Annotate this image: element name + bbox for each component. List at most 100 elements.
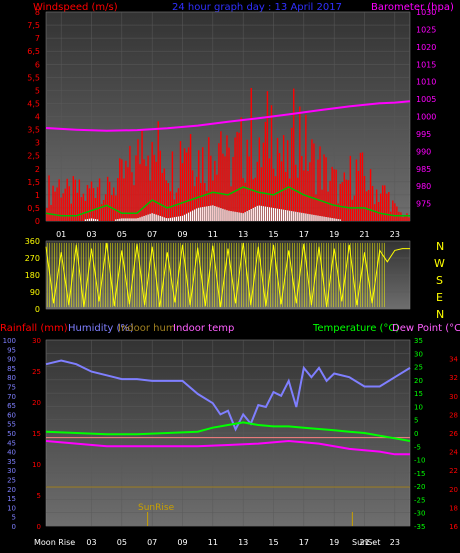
barometer-tick-label: 1015 xyxy=(416,60,436,69)
wind-bar xyxy=(204,183,206,221)
wind-bar xyxy=(274,176,277,221)
wind-bar xyxy=(349,155,352,221)
wind-low-bar xyxy=(226,210,228,221)
wind-hour-label: 13 xyxy=(238,230,248,239)
wind-bar xyxy=(60,197,62,221)
wind-bar xyxy=(193,186,196,221)
wind-bar xyxy=(359,152,362,221)
wind-y-tick-label: 3,5 xyxy=(27,126,40,135)
wind-low-bar xyxy=(135,218,137,221)
wind-low-bar xyxy=(337,219,339,221)
temperature-tick-label: 35 xyxy=(414,337,423,345)
rainfall-tick-label: 20 xyxy=(32,399,41,407)
temperature-tick-label: 25 xyxy=(414,364,423,372)
temperature-line xyxy=(45,421,411,442)
sunrise-label: SunRise xyxy=(138,503,175,513)
compass-n-top: N xyxy=(436,240,444,253)
wind-low-bar xyxy=(169,217,171,221)
wind-hour-label: 17 xyxy=(299,230,309,239)
wind-low-bar xyxy=(224,209,226,221)
wind-low-bar xyxy=(293,211,295,221)
wind-low-bar xyxy=(90,218,93,221)
wind-low-bar xyxy=(143,215,145,221)
wind-low-bar xyxy=(147,214,149,221)
wind-low-bar xyxy=(295,211,297,221)
ticks-layer: 0 0,5 1 1,5 2 2,5 3 3,5 4 4,5 5 5,5 6 6,5 7 7,5 8 975 980 9… xyxy=(3,8,459,547)
humidity-tick-label: 30 xyxy=(7,467,16,475)
rainfall-tick-label: 30 xyxy=(32,337,41,345)
wind-bar xyxy=(240,117,242,221)
wind-low-bar xyxy=(185,213,188,221)
wind-low-bar xyxy=(262,206,264,221)
legend-rainfall: Rainfall (mm) xyxy=(0,323,68,334)
wind-bar xyxy=(78,179,81,221)
humidity-tick-label: 100 xyxy=(3,337,16,345)
wind-bar xyxy=(390,211,392,221)
wind-low-bar xyxy=(131,218,133,221)
wind-low-bar xyxy=(311,214,313,221)
wind-bar xyxy=(301,156,303,221)
wind-bar xyxy=(82,193,85,221)
legend-temperature: Temperature (°C) xyxy=(312,323,399,334)
wind-low-bar xyxy=(323,216,325,221)
wind-bar xyxy=(361,152,364,221)
humidity-tick-label: 40 xyxy=(7,449,16,457)
wind-bar xyxy=(139,164,141,221)
indoor-temp-tick-label: 28 xyxy=(449,411,458,419)
rainfall-tick-label: 0 xyxy=(37,523,41,531)
wind-hour-label: 19 xyxy=(329,230,339,239)
wind-bar xyxy=(165,180,168,221)
wind-low-bar xyxy=(212,205,214,221)
wind-y-tick-label: 0,5 xyxy=(27,204,40,213)
wind-low-bar xyxy=(167,218,169,221)
wind-bar xyxy=(66,178,68,221)
wind-bar xyxy=(131,172,133,221)
wind-hour-label: 01 xyxy=(56,230,66,239)
wind-bar xyxy=(117,178,119,221)
wind-bar xyxy=(149,180,151,221)
legend-indoor-hum: Indoor hum xyxy=(118,323,176,334)
wind-bar xyxy=(129,145,131,221)
indoor-temp-tick-label: 34 xyxy=(449,356,458,364)
temp-hour-label: 19 xyxy=(329,538,339,547)
wind-low-bar xyxy=(84,219,87,221)
wind-low-bar xyxy=(202,207,204,221)
wind-bar xyxy=(246,139,248,221)
wind-low-bar xyxy=(266,206,269,221)
wind-low-bar xyxy=(325,216,327,221)
wind-bar xyxy=(343,172,345,221)
wind-bar xyxy=(175,192,178,221)
wind-bar xyxy=(315,194,317,221)
wind-low-bar xyxy=(121,218,123,221)
wind-low-bar xyxy=(305,213,307,221)
wind-low-bar xyxy=(179,216,182,221)
wind-y-tick-label: 6 xyxy=(35,60,40,69)
wind-bar xyxy=(323,154,325,221)
wind-y-tick-label: 7,5 xyxy=(27,21,40,30)
wind-y-tick-label: 5 xyxy=(35,86,40,95)
humidity-tick-label: 45 xyxy=(7,439,16,447)
wind-bar xyxy=(244,182,246,221)
wind-y-tick-label: 2,5 xyxy=(27,152,40,161)
wind-y-tick-label: 3 xyxy=(35,139,40,148)
humidity-tick-label: 75 xyxy=(7,384,16,392)
wind-bar xyxy=(212,180,214,221)
direction-tick-label: 0 xyxy=(35,305,40,314)
wind-low-bar xyxy=(218,207,220,221)
wind-low-bar xyxy=(268,207,271,221)
wind-low-bar xyxy=(270,207,273,221)
wind-bar xyxy=(329,180,331,221)
wind-bar xyxy=(70,203,72,221)
moon-rise-label: Moon Rise xyxy=(34,538,75,547)
wind-bar xyxy=(232,156,234,221)
wind-bar xyxy=(394,203,396,221)
wind-low-bar xyxy=(240,212,242,221)
wind-bar xyxy=(327,191,329,221)
wind-bar xyxy=(56,187,58,221)
wind-bar xyxy=(68,186,70,221)
wind-low-bar xyxy=(274,208,277,221)
indoor-temp-tick-label: 32 xyxy=(449,374,458,382)
wind-bar xyxy=(216,174,218,221)
wind-low-bar xyxy=(327,217,329,221)
wind-low-bar xyxy=(210,205,212,221)
